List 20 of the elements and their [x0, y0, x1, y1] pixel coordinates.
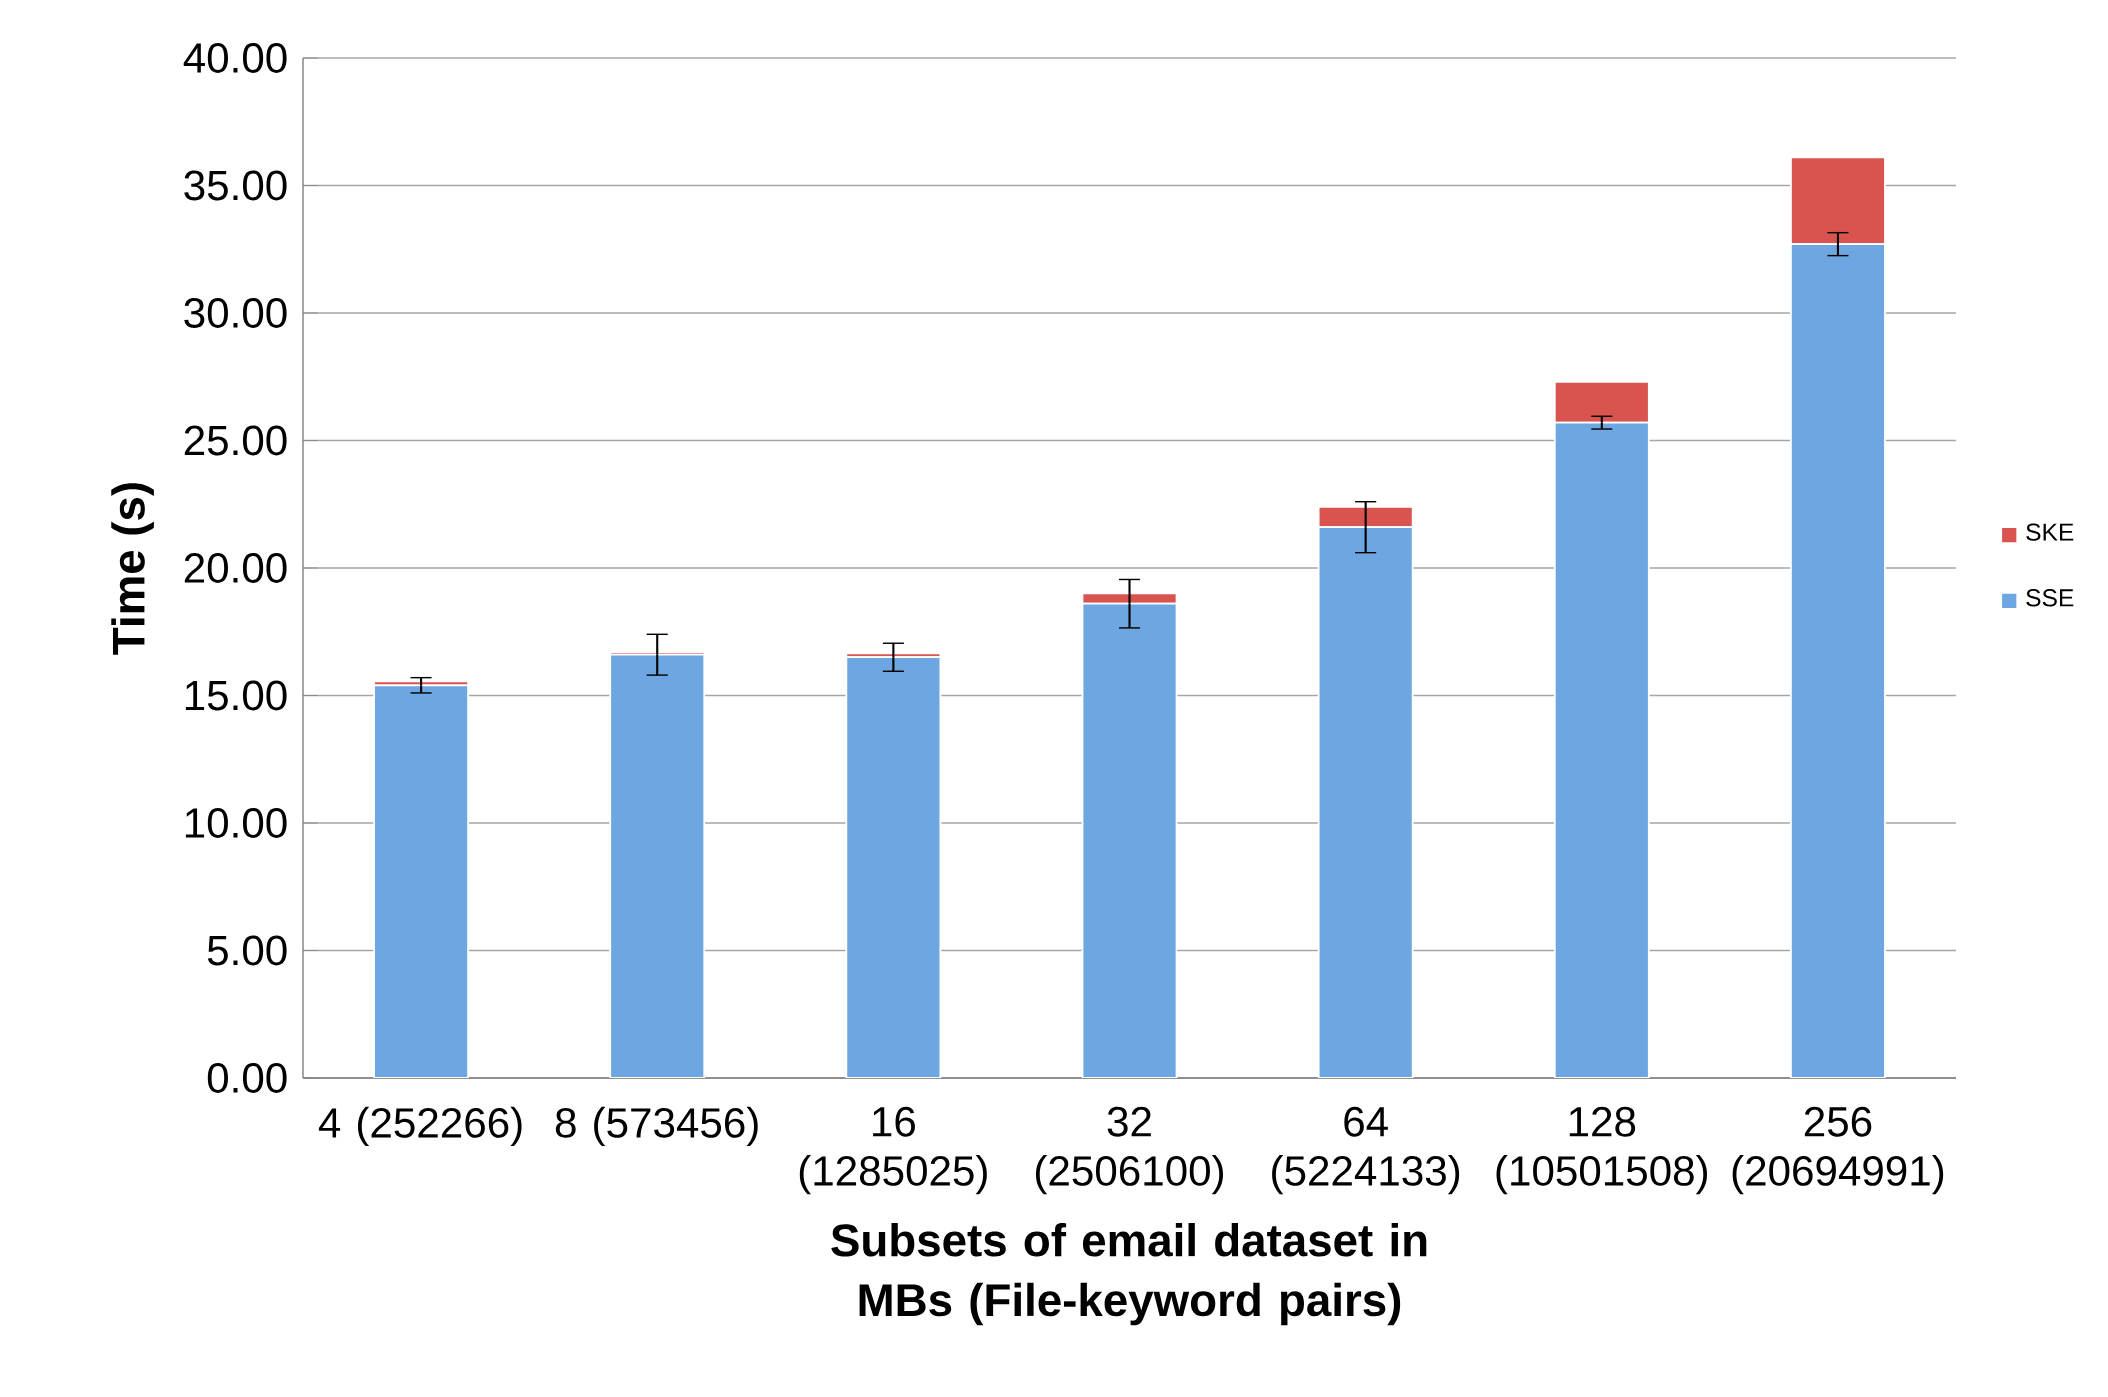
legend-label: SKE — [2026, 523, 2074, 541]
y-tick-label: 5.00 — [207, 935, 287, 966]
x-tick-label: 16 (1285025) — [799, 1106, 987, 1195]
x-tick-label: 4 (252266) — [318, 1106, 522, 1147]
x-tick-label: 64 (5224133) — [1272, 1106, 1460, 1195]
y-tick-label: 30.00 — [184, 298, 287, 328]
y-tick-label: 0.00 — [207, 1063, 287, 1093]
y-tick-label: 20.00 — [184, 553, 287, 583]
x-axis-title: Subsets of email dataset in MBs (File-keyword pairs) — [831, 1223, 1427, 1326]
x-tick-label: 256 (20694991) — [1732, 1106, 1944, 1195]
x-tick-label: 32 (2506100) — [1035, 1106, 1223, 1195]
legend-label: SSE — [2026, 589, 2074, 607]
x-tick-label: 8 (573456) — [555, 1106, 758, 1147]
y-tick-label: 35.00 — [184, 170, 287, 201]
y-axis-title: Time (s) — [111, 483, 154, 655]
y-tick-label: 40.00 — [183, 43, 287, 73]
y-tick-label: 10.00 — [185, 808, 287, 838]
y-tick-label: 25.00 — [184, 425, 287, 456]
x-tick-label: 128 (10501508) — [1496, 1106, 1707, 1195]
y-tick-label: 15.00 — [185, 680, 287, 711]
